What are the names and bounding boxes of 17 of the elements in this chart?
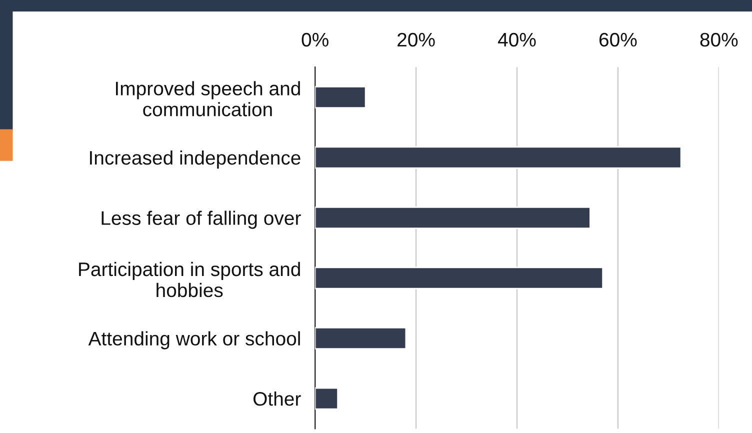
- bar: [315, 86, 366, 108]
- bar: [315, 146, 682, 169]
- bar: [315, 266, 604, 290]
- bar: [315, 206, 591, 230]
- x-tick-label: 40%: [498, 32, 536, 47]
- x-tick-label: 60%: [599, 32, 637, 47]
- bar: [315, 387, 338, 410]
- y-tick-label: Less fear of falling over: [102, 210, 301, 229]
- x-tick-label: 80%: [700, 32, 738, 47]
- y-tick-label: Participation in sports and hobbies: [79, 262, 300, 298]
- y-tick-label: Attending work or school: [88, 331, 300, 350]
- y-tick-label: Improved speech and communication: [116, 81, 300, 116]
- bar: [315, 327, 407, 350]
- x-tick-label: 0%: [302, 32, 328, 47]
- y-tick-label: Other: [253, 391, 301, 406]
- x-tick-label: 20%: [398, 32, 435, 47]
- y-tick-label: Increased independence: [90, 150, 300, 169]
